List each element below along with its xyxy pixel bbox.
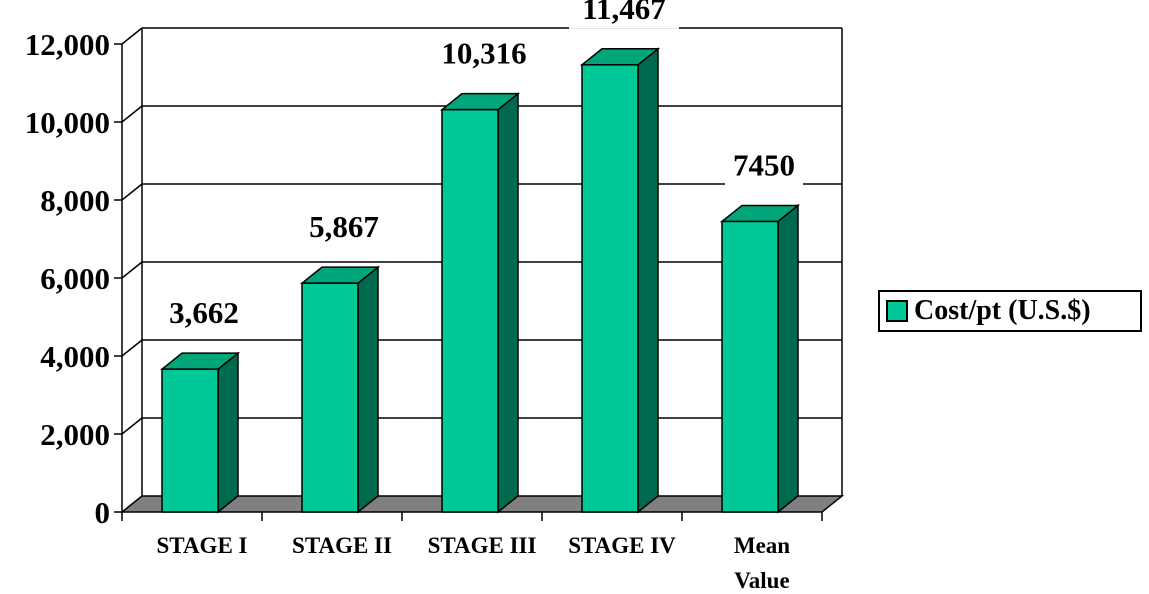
y-tick-label: 8,000: [40, 183, 110, 218]
x-tick-label: Mean: [734, 533, 790, 558]
y-tick-label: 6,000: [40, 261, 110, 296]
bar: [721, 220, 779, 513]
bar-side: [777, 203, 799, 514]
data-label-bg: [569, 0, 679, 29]
data-label-bg: [725, 145, 803, 186]
gridline-depth: [121, 27, 143, 45]
bar: [441, 108, 499, 513]
x-tick-label: STAGE IV: [568, 533, 676, 558]
bar-side: [497, 92, 519, 514]
bar-side: [217, 351, 239, 514]
data-label-bg: [157, 293, 251, 334]
data-label: 5,867: [309, 209, 379, 244]
bar: [581, 64, 639, 513]
bar: [301, 282, 359, 513]
gridline-depth: [121, 105, 143, 123]
gridline-depth: [121, 417, 143, 435]
x-tick-label: STAGE III: [428, 533, 537, 558]
data-label-bg: [429, 33, 539, 74]
data-label-bg: [297, 207, 391, 248]
chart-legend: Cost/pt (U.S.$): [878, 290, 1142, 332]
bar: [161, 368, 219, 513]
gridline-depth: [121, 339, 143, 357]
data-label: 11,467: [582, 0, 666, 26]
legend-label: Cost/pt (U.S.$): [914, 295, 1091, 326]
x-tick-label: STAGE II: [292, 533, 392, 558]
y-tick-label: 4,000: [40, 339, 110, 374]
gridline-depth: [121, 183, 143, 201]
bar-side: [637, 47, 659, 514]
bar-side: [357, 265, 379, 514]
y-tick-label: 10,000: [25, 105, 110, 140]
legend-swatch: [886, 300, 908, 322]
gridline-depth: [121, 261, 143, 279]
y-tick-label: 2,000: [40, 417, 110, 452]
data-label: 3,662: [169, 295, 239, 330]
data-label: 10,316: [441, 36, 526, 71]
data-label: 7450: [733, 147, 795, 182]
x-tick-label: Value: [734, 568, 789, 589]
y-tick-label: 0: [95, 495, 111, 530]
y-tick-label: 12,000: [25, 27, 110, 62]
x-tick-label: STAGE I: [157, 533, 248, 558]
